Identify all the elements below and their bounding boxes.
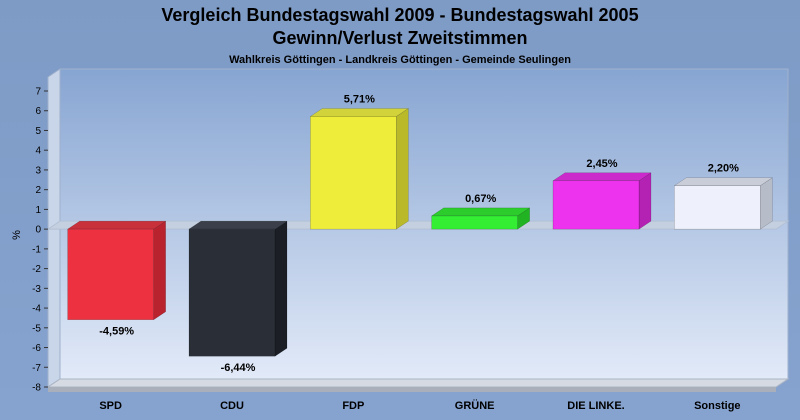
bar-top (188, 220, 288, 230)
y-tick-label: 2 (35, 185, 41, 196)
bar (552, 180, 640, 230)
y-tick-label: -6 (32, 343, 41, 354)
plot-floor (46, 378, 790, 388)
bar (431, 215, 518, 230)
y-tick-label: 7 (35, 87, 41, 98)
value-label: 0,67% (465, 193, 496, 205)
chart-title: Vergleich Bundestagswahl 2009 - Bundesta… (161, 5, 639, 25)
y-tick-label: -8 (32, 383, 41, 394)
bar-side (517, 207, 530, 230)
bar (310, 116, 397, 230)
y-tick-label: 3 (35, 165, 41, 176)
category-label: FDP (342, 400, 364, 412)
chart-title-line2: Gewinn/Verlust Zweitstimmen (272, 28, 528, 48)
category-label: DIE LINKE. (567, 400, 624, 412)
bar-top (309, 108, 410, 117)
bar-side (396, 107, 409, 230)
value-label: 5,71% (344, 93, 375, 105)
category-label: CDU (220, 400, 244, 412)
value-label: -4,59% (99, 326, 134, 338)
bar (188, 228, 276, 357)
bar-top (552, 172, 652, 182)
bar-top (673, 177, 774, 186)
bar-side (760, 177, 773, 230)
y-tick-label: -3 (32, 284, 41, 295)
bar-top (430, 207, 531, 217)
y-tick-label: -4 (32, 304, 41, 315)
plot-floor-edge (48, 387, 776, 392)
bar-side (153, 220, 166, 321)
y-axis-label: % (11, 230, 23, 240)
category-label: Sonstige (694, 400, 740, 412)
category-label: GRÜNE (455, 399, 495, 412)
y-tick-label: 4 (35, 146, 41, 157)
bar-side (638, 172, 652, 230)
value-label: -6,44% (221, 362, 256, 374)
y-tick-label: -7 (32, 363, 41, 374)
bar (674, 185, 761, 230)
value-label: 2,20% (708, 163, 739, 175)
y-tick-label: 6 (35, 106, 41, 117)
y-tick-label: -2 (32, 264, 41, 275)
bar-top (66, 220, 167, 230)
bar (67, 228, 154, 320)
y-tick-label: 5 (35, 126, 41, 137)
y-tick-label: -5 (32, 323, 41, 334)
chart-subtitle: Wahlkreis Göttingen - Landkreis Göttinge… (229, 54, 571, 66)
value-label: 2,45% (586, 158, 617, 170)
y-tick-label: 1 (35, 205, 41, 216)
y-tick-label: -1 (32, 244, 41, 255)
category-label: SPD (99, 400, 122, 412)
y-tick-label: 0 (35, 225, 41, 236)
bar-side (274, 220, 288, 357)
